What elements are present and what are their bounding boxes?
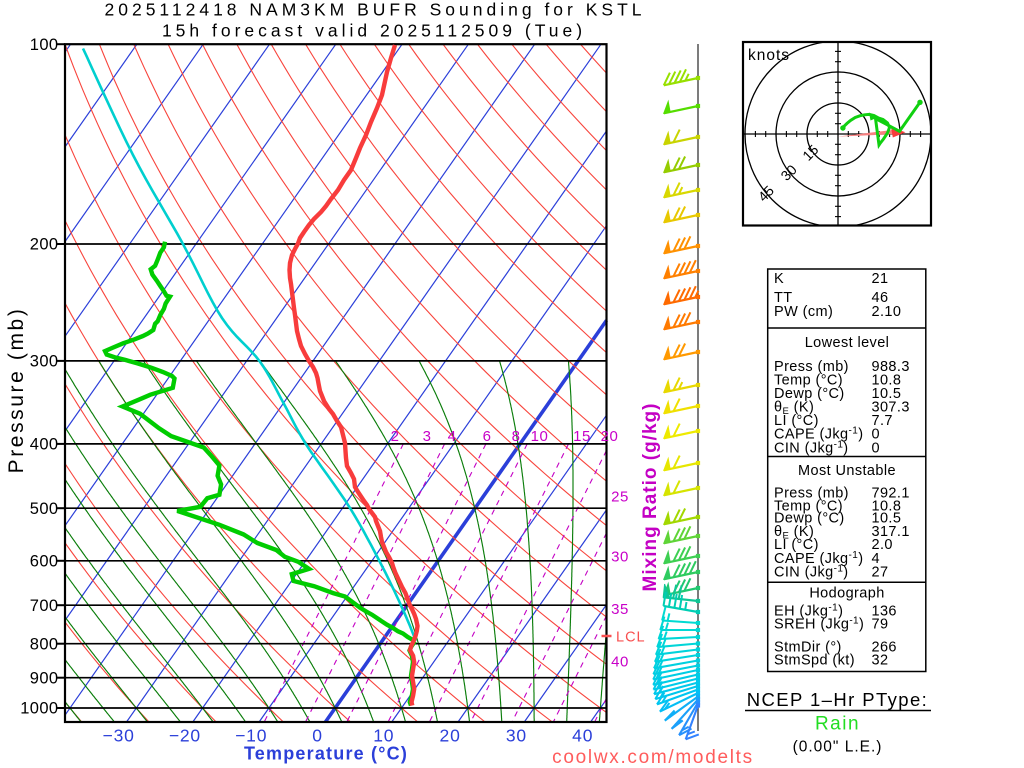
svg-text:79: 79 xyxy=(872,617,889,633)
svg-text:136: 136 xyxy=(872,604,897,620)
svg-text:−30: −30 xyxy=(103,726,135,746)
svg-text:CAPE (Jkg-1): CAPE (Jkg-1) xyxy=(774,425,863,443)
svg-text:10.5: 10.5 xyxy=(872,386,902,402)
svg-text:CIN (Jkg-1): CIN (Jkg-1) xyxy=(774,439,849,457)
svg-text:NCEP 1–Hr PType:: NCEP 1–Hr PType: xyxy=(747,689,928,710)
svg-text:600: 600 xyxy=(30,553,59,571)
svg-text:1000: 1000 xyxy=(20,700,58,718)
svg-text:307.3: 307.3 xyxy=(872,400,910,416)
svg-text:Pressure (mb): Pressure (mb) xyxy=(5,307,28,474)
svg-text:Press (mb): Press (mb) xyxy=(774,486,849,502)
svg-text:10.8: 10.8 xyxy=(872,499,902,515)
svg-text:Hodograph: Hodograph xyxy=(809,586,884,602)
svg-text:30: 30 xyxy=(506,726,527,746)
svg-text:Dewp (°C): Dewp (°C) xyxy=(774,511,845,527)
svg-text:3: 3 xyxy=(423,428,432,445)
svg-text:200: 200 xyxy=(30,236,59,254)
svg-text:2.0: 2.0 xyxy=(872,537,893,553)
svg-text:Rain: Rain xyxy=(815,714,860,735)
svg-text:SREH (Jkg-1): SREH (Jkg-1) xyxy=(774,615,864,633)
svg-text:LCL: LCL xyxy=(616,630,646,646)
svg-text:0: 0 xyxy=(872,441,880,457)
svg-text:27: 27 xyxy=(872,565,889,581)
svg-text:Temp (°C): Temp (°C) xyxy=(774,373,843,389)
svg-text:40: 40 xyxy=(572,726,593,746)
svg-text:2.10: 2.10 xyxy=(872,304,902,320)
svg-text:Most Unstable: Most Unstable xyxy=(798,463,896,479)
svg-text:Mixing Ratio (g/kg): Mixing Ratio (g/kg) xyxy=(640,403,661,592)
svg-text:10: 10 xyxy=(531,428,549,445)
svg-text:LI (°C): LI (°C) xyxy=(774,413,819,429)
svg-text:PW (cm): PW (cm) xyxy=(774,304,833,320)
svg-text:8: 8 xyxy=(512,428,521,445)
svg-text:4: 4 xyxy=(448,428,457,445)
svg-text:TT: TT xyxy=(774,290,793,306)
svg-text:knots: knots xyxy=(748,47,790,64)
svg-text:400: 400 xyxy=(30,436,59,454)
svg-text:10: 10 xyxy=(373,726,394,746)
svg-text:0: 0 xyxy=(872,427,880,443)
svg-text:266: 266 xyxy=(872,640,897,656)
svg-text:7.7: 7.7 xyxy=(872,413,893,429)
svg-text:2: 2 xyxy=(391,428,400,445)
svg-text:LI (°C): LI (°C) xyxy=(774,537,819,553)
svg-text:20: 20 xyxy=(601,428,619,445)
svg-text:21: 21 xyxy=(872,271,889,287)
svg-text:900: 900 xyxy=(30,669,59,687)
svg-text:792.1: 792.1 xyxy=(872,486,910,502)
svg-text:30: 30 xyxy=(611,549,629,566)
svg-text:Temp (°C): Temp (°C) xyxy=(774,499,843,515)
svg-text:800: 800 xyxy=(30,635,59,653)
svg-text:−20: −20 xyxy=(169,726,201,746)
svg-text:K: K xyxy=(774,271,784,287)
svg-text:46: 46 xyxy=(872,290,889,306)
svg-text:10.5: 10.5 xyxy=(872,511,902,527)
svg-text:2025112418 NAM3KM BUFR Soundin: 2025112418 NAM3KM BUFR Sounding for KSTL xyxy=(105,0,646,20)
svg-text:(0.00" L.E.): (0.00" L.E.) xyxy=(793,739,883,756)
svg-text:Lowest level: Lowest level xyxy=(805,335,890,351)
svg-text:Temperature (°C): Temperature (°C) xyxy=(244,744,408,764)
svg-text:15: 15 xyxy=(573,428,591,445)
svg-text:−10: −10 xyxy=(235,726,267,746)
svg-text:988.3: 988.3 xyxy=(872,359,910,375)
svg-text:300: 300 xyxy=(30,353,59,371)
svg-text:40: 40 xyxy=(611,654,629,671)
svg-text:500: 500 xyxy=(30,500,59,518)
svg-text:StmSpd (kt): StmSpd (kt) xyxy=(774,653,855,669)
svg-text:Dewp (°C): Dewp (°C) xyxy=(774,386,845,402)
svg-text:700: 700 xyxy=(30,597,59,615)
svg-text:4: 4 xyxy=(872,551,880,567)
svg-text:20: 20 xyxy=(440,726,461,746)
svg-text:StmDir (°): StmDir (°) xyxy=(774,640,842,656)
svg-text:25: 25 xyxy=(611,489,629,506)
svg-text:coolwx.com/modelts: coolwx.com/modelts xyxy=(552,747,754,768)
svg-text:317.1: 317.1 xyxy=(872,524,910,540)
svg-text:EH (Jkg-1): EH (Jkg-1) xyxy=(774,602,843,620)
svg-text:32: 32 xyxy=(872,653,889,669)
svg-text:15h forecast valid 2025112509: 15h forecast valid 2025112509 (Tue) xyxy=(162,21,586,41)
svg-text:10.8: 10.8 xyxy=(872,373,902,389)
svg-text:6: 6 xyxy=(483,428,492,445)
svg-text:CAPE (Jkg-1): CAPE (Jkg-1) xyxy=(774,550,863,568)
svg-text:CIN (Jkg-1): CIN (Jkg-1) xyxy=(774,563,849,581)
svg-text:35: 35 xyxy=(611,601,629,618)
svg-text:100: 100 xyxy=(30,36,59,54)
svg-text:0: 0 xyxy=(312,726,323,746)
svg-text:Press (mb): Press (mb) xyxy=(774,359,849,375)
